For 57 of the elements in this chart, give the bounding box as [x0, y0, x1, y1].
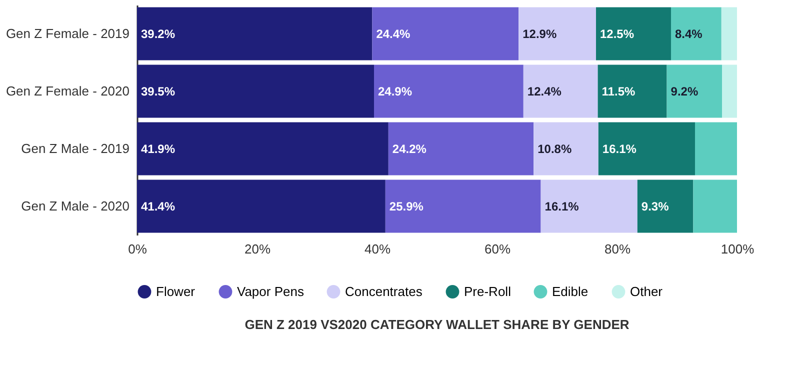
bar [637, 180, 694, 233]
data-label: 24.4% [376, 26, 411, 41]
bar [388, 122, 534, 176]
legend-label: Other [630, 284, 664, 299]
bar [372, 7, 519, 60]
data-label: 16.1% [544, 199, 580, 214]
data-label: 12.5% [600, 26, 634, 41]
legend-label: Concentrates [345, 284, 423, 299]
x-tick-label: 40% [364, 242, 391, 256]
legend-label: Edible [552, 284, 588, 299]
data-label: 39.5% [141, 84, 176, 98]
text: GEN Z 2019 VS2020 CATEGORY WALLET SHARE BY GENDER [244, 317, 630, 332]
bar [137, 64, 374, 118]
data-label: 12.9% [522, 26, 557, 41]
data-label: 11.5% [602, 84, 636, 98]
data-label: 8.4% [675, 26, 703, 41]
x-tick-label: 100% [720, 242, 755, 256]
data-label: 41.9% [141, 142, 176, 156]
bar [693, 180, 737, 233]
data-label: 24.9% [378, 84, 412, 98]
data-label: 9.3% [641, 199, 670, 214]
data-label: 39.2% [141, 26, 176, 41]
x-tick-label: 60% [484, 242, 511, 256]
y-tick-label: Gen Z Female - 2020 [6, 83, 130, 98]
x-tick-label: 0% [128, 242, 148, 256]
data-label: 16.1% [602, 142, 637, 156]
bar [721, 7, 737, 60]
data-label: 41.4% [141, 199, 176, 214]
bar [695, 122, 737, 176]
y-tick-label: Gen Z Female - 2019 [6, 26, 130, 41]
data-label: 10.8% [538, 142, 572, 156]
legend-label: Vapor Pens [237, 284, 304, 299]
bar [596, 7, 671, 60]
bar [671, 7, 722, 60]
x-tick-label: 20% [244, 242, 271, 256]
bar [540, 180, 638, 233]
bar [534, 122, 598, 176]
legend-label: Flower [156, 284, 196, 299]
bar [385, 180, 541, 233]
x-tick-label: 80% [604, 242, 631, 256]
legend-label: Pre-Roll [464, 284, 512, 299]
bar [598, 122, 695, 176]
bar [518, 7, 596, 60]
bar [137, 122, 388, 176]
data-label: 24.2% [392, 142, 427, 156]
y-tick-label: Gen Z Male - 2019 [21, 140, 130, 156]
y-tick-label: Gen Z Male - 2020 [21, 198, 130, 214]
data-label: 12.4% [527, 84, 562, 98]
bar [374, 64, 524, 118]
bar [722, 64, 737, 118]
bar [137, 7, 372, 60]
bar [523, 64, 598, 118]
data-label: 9.2% [670, 84, 698, 98]
bar [666, 64, 722, 118]
data-label: 25.9% [389, 199, 424, 214]
bar [598, 64, 667, 118]
bar [137, 180, 386, 233]
